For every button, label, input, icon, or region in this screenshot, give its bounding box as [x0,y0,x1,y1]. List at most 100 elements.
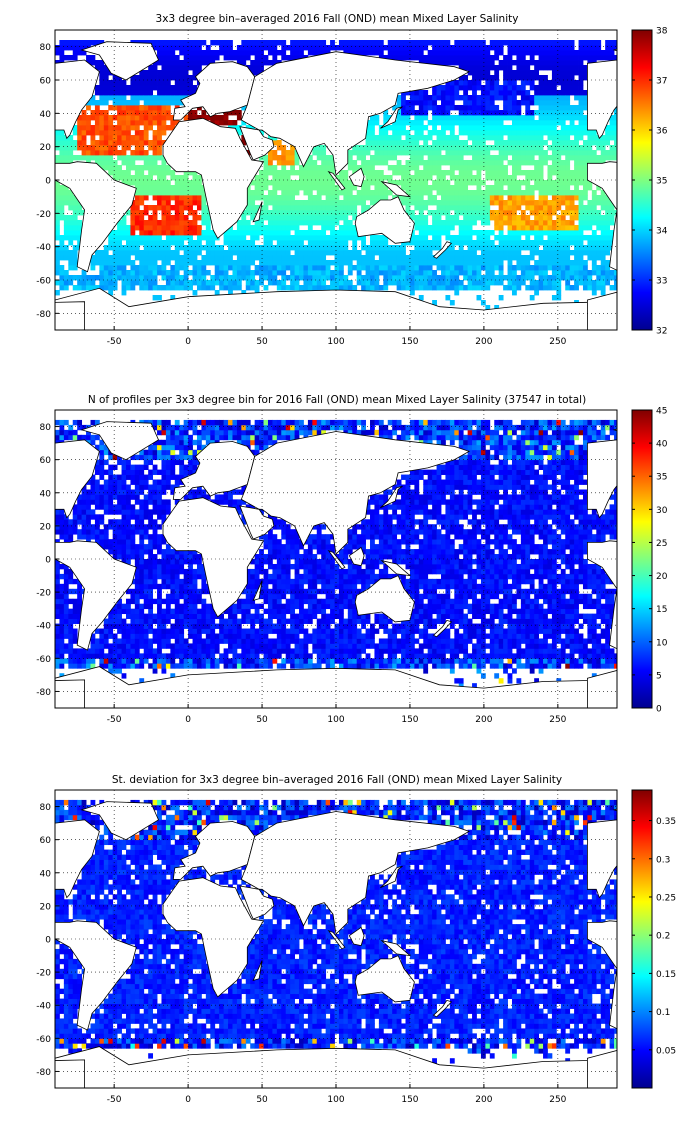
heatmap-cell [410,100,415,105]
heatmap-cell [161,275,166,280]
heatmap-cell [530,175,535,180]
heatmap-cell [68,614,73,619]
heatmap-cell [206,240,211,245]
heatmap-cell [419,120,424,125]
heatmap-cell [610,40,615,45]
heatmap-cell [153,499,158,504]
heatmap-cell [144,90,149,95]
heatmap-cell [272,55,277,60]
heatmap-cell [321,275,326,280]
heatmap-cell [592,260,597,265]
heatmap-cell [130,629,135,634]
heatmap-cell [59,205,64,210]
heatmap-cell [55,200,60,205]
heatmap-cell [348,220,353,225]
heatmap-cell [55,509,60,514]
heatmap-cell [219,115,224,120]
heatmap-cell [512,130,517,135]
heatmap-cell [126,115,131,120]
heatmap-cell [193,260,198,265]
heatmap-cell [108,285,113,290]
heatmap-cell [175,205,180,210]
heatmap-cell [139,663,144,668]
heatmap-cell [414,95,419,100]
heatmap-cell [499,260,504,265]
heatmap-cell [516,245,521,250]
heatmap-cell [539,200,544,205]
heatmap-cell [166,190,171,195]
heatmap-cell [193,45,198,50]
heatmap-cell [441,185,446,190]
heatmap-cell [494,200,499,205]
heatmap-cell [574,80,579,85]
heatmap-cell [139,90,144,95]
heatmap-cell [166,240,171,245]
heatmap-cell [113,480,118,485]
heatmap-cell [592,215,597,220]
heatmap-cell [55,220,60,225]
heatmap-cell [135,120,140,125]
heatmap-cell [539,85,544,90]
heatmap-cell [64,275,69,280]
heatmap-cell [485,85,490,90]
heatmap-cell [148,653,153,658]
heatmap-cell [543,40,548,45]
heatmap-cell [481,110,486,115]
heatmap-cell [379,185,384,190]
heatmap-cell [117,255,122,260]
heatmap-cell [477,110,482,115]
heatmap-cell [99,465,104,470]
heatmap-cell [521,130,526,135]
heatmap-cell [201,210,206,215]
heatmap-cell [490,110,495,115]
heatmap-cell [366,245,371,250]
heatmap-cell [228,275,233,280]
heatmap-cell [556,40,561,45]
heatmap-cell [596,280,601,285]
heatmap-cell [272,150,277,155]
heatmap-cell [73,245,78,250]
heatmap-cell [303,45,308,50]
heatmap-cell [499,95,504,100]
heatmap-cell [441,230,446,235]
heatmap-cell [481,55,486,60]
heatmap-cell [570,120,575,125]
heatmap-cell [157,120,162,125]
heatmap-cell [206,55,211,60]
heatmap-cell [583,250,588,255]
heatmap-cell [339,240,344,245]
heatmap-cell [437,215,442,220]
heatmap-cell [579,230,584,235]
heatmap-cell [139,643,144,648]
heatmap-cell [534,95,539,100]
heatmap-cell [55,155,60,160]
heatmap-cell [508,135,513,140]
heatmap-cell [135,110,140,115]
heatmap-cell [481,265,486,270]
heatmap-cell [126,529,131,534]
heatmap-cell [485,155,490,160]
heatmap-cell [148,534,153,539]
heatmap-cell [565,185,570,190]
heatmap-cell [99,80,104,85]
heatmap-cell [410,285,415,290]
heatmap-cell [468,85,473,90]
heatmap-cell [330,270,335,275]
heatmap-cell [561,200,566,205]
heatmap-cell [157,185,162,190]
heatmap-cell [295,180,300,185]
heatmap-cell [317,180,322,185]
heatmap-cell [516,135,521,140]
heatmap-cell [335,215,340,220]
heatmap-cell [281,155,286,160]
heatmap-cell [148,90,153,95]
heatmap-cell [157,265,162,270]
heatmap-cell [312,170,317,175]
heatmap-cell [525,90,530,95]
heatmap-cell [117,499,122,504]
heatmap-cell [286,235,291,240]
heatmap-cell [339,45,344,50]
heatmap-cell [610,215,615,220]
heatmap-cell [512,245,517,250]
heatmap-cell [428,175,433,180]
